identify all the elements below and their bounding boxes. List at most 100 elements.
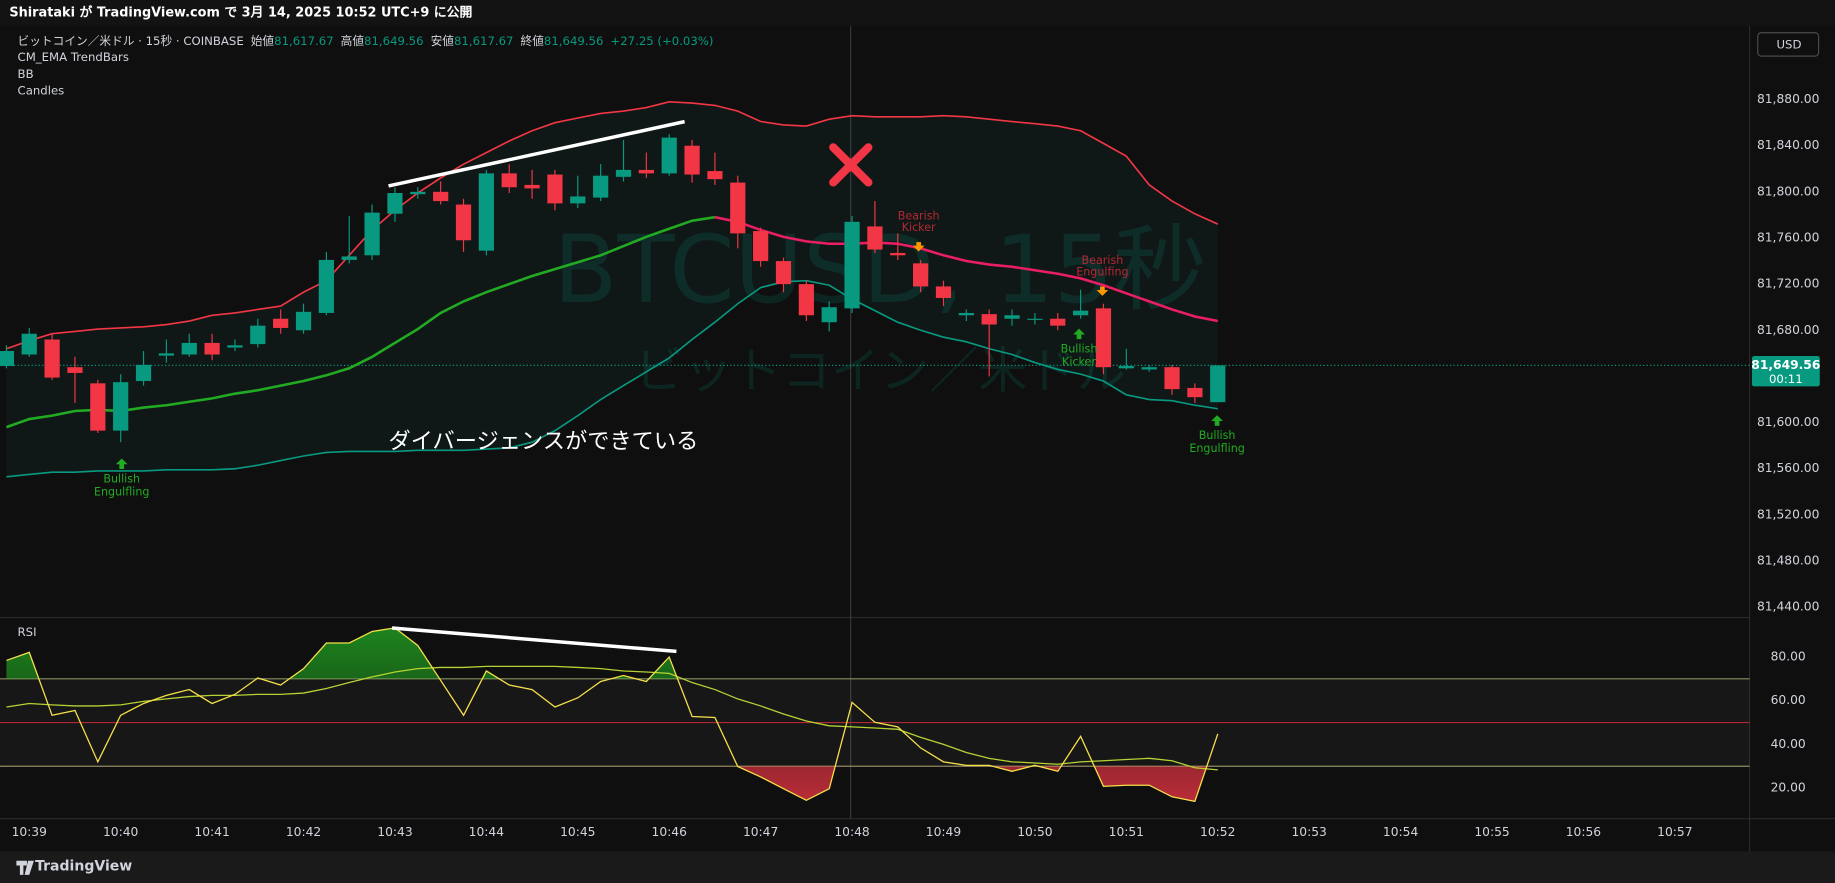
time-tick-label: 10:53 <box>1291 825 1326 839</box>
signal-label: Kicker <box>1062 356 1096 369</box>
candle-body <box>1210 365 1226 403</box>
price-tick-label: 81,800.00 <box>1757 184 1819 198</box>
price-tick-label: 81,680.00 <box>1757 323 1819 337</box>
signal-arrow <box>912 242 925 252</box>
countdown-label: 00:11 <box>1769 372 1803 386</box>
overbought-fill <box>6 627 678 679</box>
candle-body <box>227 345 243 348</box>
last-price-label: 81,649.56 <box>1751 358 1820 372</box>
price-tick-label: 81,440.00 <box>1757 600 1819 614</box>
candle-body <box>90 383 106 431</box>
last-price-box <box>1751 356 1820 387</box>
candle-body <box>570 196 586 204</box>
candle-body <box>250 325 266 345</box>
time-tick-label: 10:49 <box>926 825 961 839</box>
candle-body <box>935 286 952 298</box>
signal-arrow <box>115 458 128 469</box>
plot: BTCUSD, 15秒ビットコイン／米ドル81,440.0081,480.008… <box>0 25 1820 839</box>
candle-body <box>661 137 677 174</box>
signal-label: Bearish <box>1082 254 1124 267</box>
publish-info: Shirataki が TradingView.com で 3月 14, 202… <box>9 4 472 20</box>
rsi-tick-label: 60.00 <box>1771 693 1806 707</box>
rsi-line <box>6 627 1219 803</box>
candle-body <box>410 191 426 195</box>
price-tick-label: 81,840.00 <box>1757 138 1819 152</box>
candle-body <box>364 212 380 256</box>
time-tick-label: 10:40 <box>103 825 138 839</box>
symbol-name: ビットコイン／米ドル · 15秒 · COINBASE <box>18 33 244 47</box>
candle-body <box>67 367 83 373</box>
symbol-legend: ビットコイン／米ドル · 15秒 · COINBASE 始値81,617.67 高値… <box>18 33 714 47</box>
candle-body <box>478 173 494 251</box>
candle-body <box>524 184 540 189</box>
candle-body <box>913 263 929 287</box>
currency-button[interactable] <box>1757 32 1820 57</box>
ohlc-value: 81,617.67 <box>454 33 514 47</box>
signal-arrow <box>1211 415 1223 426</box>
currency-label[interactable]: USD <box>1776 38 1801 52</box>
time-tick-label: 10:57 <box>1657 825 1692 839</box>
candle-body <box>135 364 152 382</box>
watermark-name: ビットコイン／米ドル <box>634 342 1125 400</box>
candle-body <box>684 145 700 175</box>
brand-logo <box>16 860 34 875</box>
candle-body <box>1095 308 1112 368</box>
signal-label: Engulfling <box>94 485 149 498</box>
annotation: ダイバージェンスができている <box>389 429 699 455</box>
time-tick-label: 10:56 <box>1566 825 1602 839</box>
time-tick-label: 10:39 <box>12 825 47 839</box>
rsi-tick-label: 40.00 <box>1771 737 1806 751</box>
signal-label: Engulfling <box>1189 442 1244 455</box>
price-tick-label: 81,560.00 <box>1757 461 1819 475</box>
indicator-line <box>714 215 1219 323</box>
brand-name: TradingView <box>35 859 132 875</box>
signal-label: Engulfing <box>1076 266 1128 279</box>
rsi-tick-label: 80.00 <box>1771 649 1806 663</box>
signal-arrow <box>1096 286 1109 296</box>
candle-body <box>1027 318 1043 320</box>
signal-arrow <box>1073 328 1085 340</box>
candle-body <box>753 231 769 262</box>
price-tick-label: 81,600.00 <box>1757 415 1819 429</box>
time-tick-label: 10:41 <box>194 825 229 839</box>
candle-body <box>387 192 403 214</box>
indicator-label: Candles <box>18 84 65 98</box>
candle-body <box>707 171 723 180</box>
trend-drawing <box>391 626 677 654</box>
signal-label: Bullish <box>1199 429 1236 442</box>
indicator-label: CM_EMA TrendBars <box>18 50 129 64</box>
candle-body <box>547 174 563 204</box>
candle-body <box>1050 318 1066 326</box>
price-tick-label: 81,520.00 <box>1757 507 1819 521</box>
ohlc-label: 始値 <box>251 33 275 47</box>
time-tick-label: 10:51 <box>1109 825 1144 839</box>
ohlc-value: 81,649.56 <box>364 33 424 47</box>
candle-body <box>21 333 37 355</box>
time-tick-label: 10:55 <box>1474 825 1509 839</box>
candle-body <box>501 173 517 188</box>
signal-label: Bullish <box>103 473 140 486</box>
rsi-line <box>6 665 1218 771</box>
time-tick-label: 10:42 <box>286 825 321 839</box>
candle-body <box>798 284 814 316</box>
candle-body <box>0 351 15 367</box>
trend-drawing <box>388 119 685 188</box>
band-fill <box>6 101 1218 477</box>
candle-body <box>821 307 837 323</box>
price-tick-label: 81,480.00 <box>1757 553 1819 567</box>
signal-label: Bearish <box>898 209 940 222</box>
candle-body <box>1187 387 1203 398</box>
time-tick-label: 10:44 <box>469 825 505 839</box>
price-tick-label: 81,720.00 <box>1757 277 1819 291</box>
indicator-label: BB <box>18 67 34 81</box>
indicator-line <box>6 101 1219 350</box>
signal-label: Bullish <box>1061 343 1098 356</box>
rsi-title: RSI <box>18 625 37 639</box>
candle-body <box>844 221 860 309</box>
candle-body <box>890 252 906 256</box>
change: +27.25 (+0.03%) <box>610 33 713 47</box>
signal-label: Kicker <box>902 221 936 234</box>
rsi-tick-label: 20.00 <box>1771 781 1806 795</box>
candle-body <box>638 169 654 174</box>
